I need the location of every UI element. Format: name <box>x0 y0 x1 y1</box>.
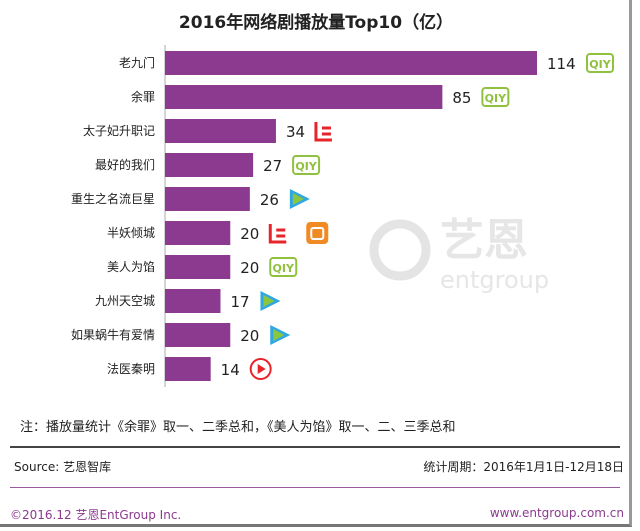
bar <box>165 119 276 143</box>
iqiyi-icon: QIY <box>589 58 611 71</box>
tencent-video-icon <box>273 329 285 341</box>
bar <box>165 51 537 75</box>
value-label: 26 <box>260 191 279 209</box>
iqiyi-icon: QIY <box>295 160 317 173</box>
value-label: 34 <box>286 123 305 141</box>
iqiyi-icon <box>292 155 321 175</box>
value-label: 114 <box>547 55 576 73</box>
bar <box>165 255 231 279</box>
value-label: 20 <box>240 327 259 345</box>
source: Source: 艺恩智库 <box>14 460 112 474</box>
bar <box>165 85 443 109</box>
iqiyi-icon: QIY <box>273 262 295 275</box>
value-label: 27 <box>263 157 282 175</box>
mango-tv-icon <box>306 222 329 244</box>
category-label: 如果蜗牛有爱情 <box>71 327 155 342</box>
category-label: 太子妃升职记 <box>83 123 155 138</box>
category-label: 重生之名流巨星 <box>71 191 155 206</box>
divider <box>10 487 620 488</box>
value-label: 85 <box>452 89 471 107</box>
value-label: 20 <box>240 259 259 277</box>
iqiyi-icon <box>269 257 298 277</box>
bar <box>165 289 221 313</box>
watermark-text: 艺恩 <box>440 215 528 266</box>
value-label: 20 <box>240 225 259 243</box>
iqiyi-icon <box>481 87 510 107</box>
watermark-logo <box>369 219 431 281</box>
letv-icon <box>314 122 332 142</box>
bar <box>165 153 254 177</box>
tencent-video-icon <box>292 193 304 205</box>
sohu-video-icon <box>257 364 266 374</box>
letv-icon <box>268 224 287 244</box>
bar <box>165 323 231 347</box>
tencent-video-icon <box>263 295 275 307</box>
iqiyi-icon <box>586 53 614 73</box>
category-label: 九州天空城 <box>95 294 155 308</box>
value-label: 14 <box>221 361 240 379</box>
divider <box>10 446 620 448</box>
category-label: 法医秦明 <box>107 362 155 376</box>
category-label: 老九门 <box>119 55 155 70</box>
chart-title: 2016年网络剧播放量Top10（亿） <box>178 13 454 33</box>
bar <box>165 221 231 245</box>
category-label: 余罪 <box>131 89 155 104</box>
watermark-text: entgroup <box>440 266 549 294</box>
website-link[interactable]: www.entgroup.com.cn <box>489 506 624 520</box>
mango-tv-icon <box>310 227 325 240</box>
period: 统计周期：2016年1月1日-12月18日 <box>423 460 624 474</box>
footnote: 注：播放量统计《余罪》取一、二季总和，《美人为馅》取一、二、三季总和 <box>20 420 456 435</box>
category-label: 半妖倾城 <box>107 226 155 240</box>
copyright: ©2016.12 艺恩EntGroup Inc. <box>10 508 182 522</box>
value-label: 17 <box>230 293 249 311</box>
iqiyi-icon: QIY <box>485 92 507 105</box>
category-label: 美人为馅 <box>107 259 155 274</box>
category-label: 最好的我们 <box>95 157 155 172</box>
bar <box>165 187 250 211</box>
bar <box>165 357 211 381</box>
